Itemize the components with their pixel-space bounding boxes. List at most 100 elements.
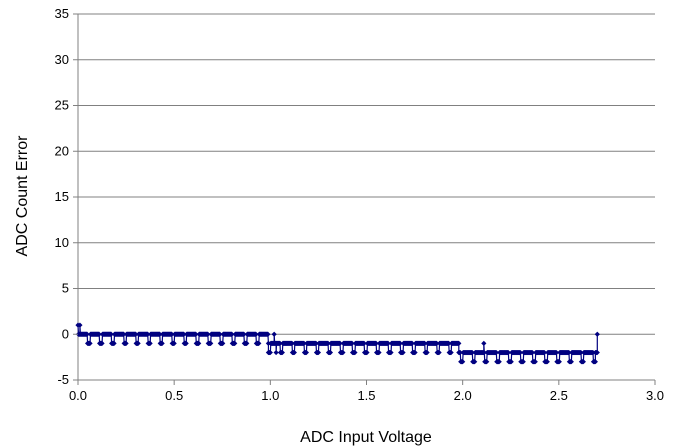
y-tick-label: -5 [57,372,69,387]
data-point [241,331,247,337]
data-point [327,349,334,356]
data-point [592,359,598,365]
data-point [273,349,279,356]
data-point [349,340,355,346]
data-point [208,340,214,346]
data-point [434,340,440,346]
x-tick-label: 2.0 [454,388,472,403]
data-point [566,349,572,356]
data-point [77,322,83,328]
data-point [229,331,235,337]
data-point [232,340,238,346]
data-point [157,331,163,337]
data-point [457,349,463,356]
data-point [181,331,187,337]
y-tick-label: 15 [55,189,69,204]
data-point [337,340,343,346]
data-point [84,331,90,337]
data-point [271,331,277,337]
y-tick-label: 35 [55,6,69,21]
data-point [553,349,560,356]
data-point [568,359,574,365]
data-point [159,340,165,346]
data-point [361,340,367,346]
data-point [279,349,285,356]
data-point [133,331,139,337]
data-point [87,340,93,346]
data-point [493,349,499,356]
data-point [481,340,487,346]
data-point [446,340,452,346]
data-point [135,340,141,346]
data-point [291,349,297,356]
x-axis-title: ADC Input Voltage [300,429,432,446]
data-point [532,359,538,365]
data-point [303,349,309,356]
data-point [520,359,526,365]
data-point [529,349,535,356]
series-layer [75,322,600,365]
data-point [456,340,462,346]
data-point [196,340,202,346]
data-point [253,331,259,337]
data-point [220,340,226,346]
gridlines [78,13,655,381]
data-point [397,340,403,346]
data-point [469,349,475,356]
data-point [594,349,600,356]
data-point [315,349,322,356]
data-point [313,340,319,346]
data-point [193,331,199,337]
y-tick-label: 30 [55,52,69,67]
data-point [460,359,466,365]
data-point [496,359,502,365]
y-axis-ticks: -5 0 5 10 15 20 25 30 35 [55,6,78,387]
x-tick-label: 3.0 [646,388,664,403]
x-axis-ticks: 0.0 0.5 1.0 1.5 2.0 2.5 3.0 [69,380,664,403]
data-point [108,331,114,337]
data-point [544,359,550,365]
data-point [340,349,346,356]
data-point [556,359,562,365]
data-point [99,340,105,346]
data-point [385,340,391,346]
data-point [376,349,382,356]
data-point [505,349,511,356]
data-point [594,331,600,337]
data-point [481,349,487,356]
y-tick-label: 0 [62,326,69,341]
data-point [448,349,454,356]
data-point [517,349,523,356]
data-point [244,340,250,346]
x-tick-label: 0.5 [165,388,183,403]
y-tick-label: 5 [62,281,69,296]
data-point [325,340,331,346]
x-tick-label: 1.0 [261,388,279,403]
data-point [409,340,415,346]
x-tick-label: 2.5 [550,388,568,403]
x-tick-label: 0.0 [69,388,87,403]
data-point [424,349,430,356]
data-point [578,349,584,356]
data-point [289,340,295,346]
data-point [400,349,406,356]
data-point [217,331,223,337]
data-point [171,340,177,346]
data-point [541,349,548,356]
data-point [373,340,379,346]
data-point [265,331,271,337]
data-point [256,340,262,346]
data-point [183,340,189,346]
data-point [169,331,175,337]
data-point [412,349,418,356]
y-axis-title: ADC Count Error [14,135,31,257]
data-point [472,359,478,365]
data-point [352,349,358,356]
data-point [267,349,273,356]
data-point [364,349,370,356]
data-point [145,331,151,337]
data-point [436,349,442,356]
x-tick-label: 1.5 [357,388,375,403]
data-point [123,340,129,346]
